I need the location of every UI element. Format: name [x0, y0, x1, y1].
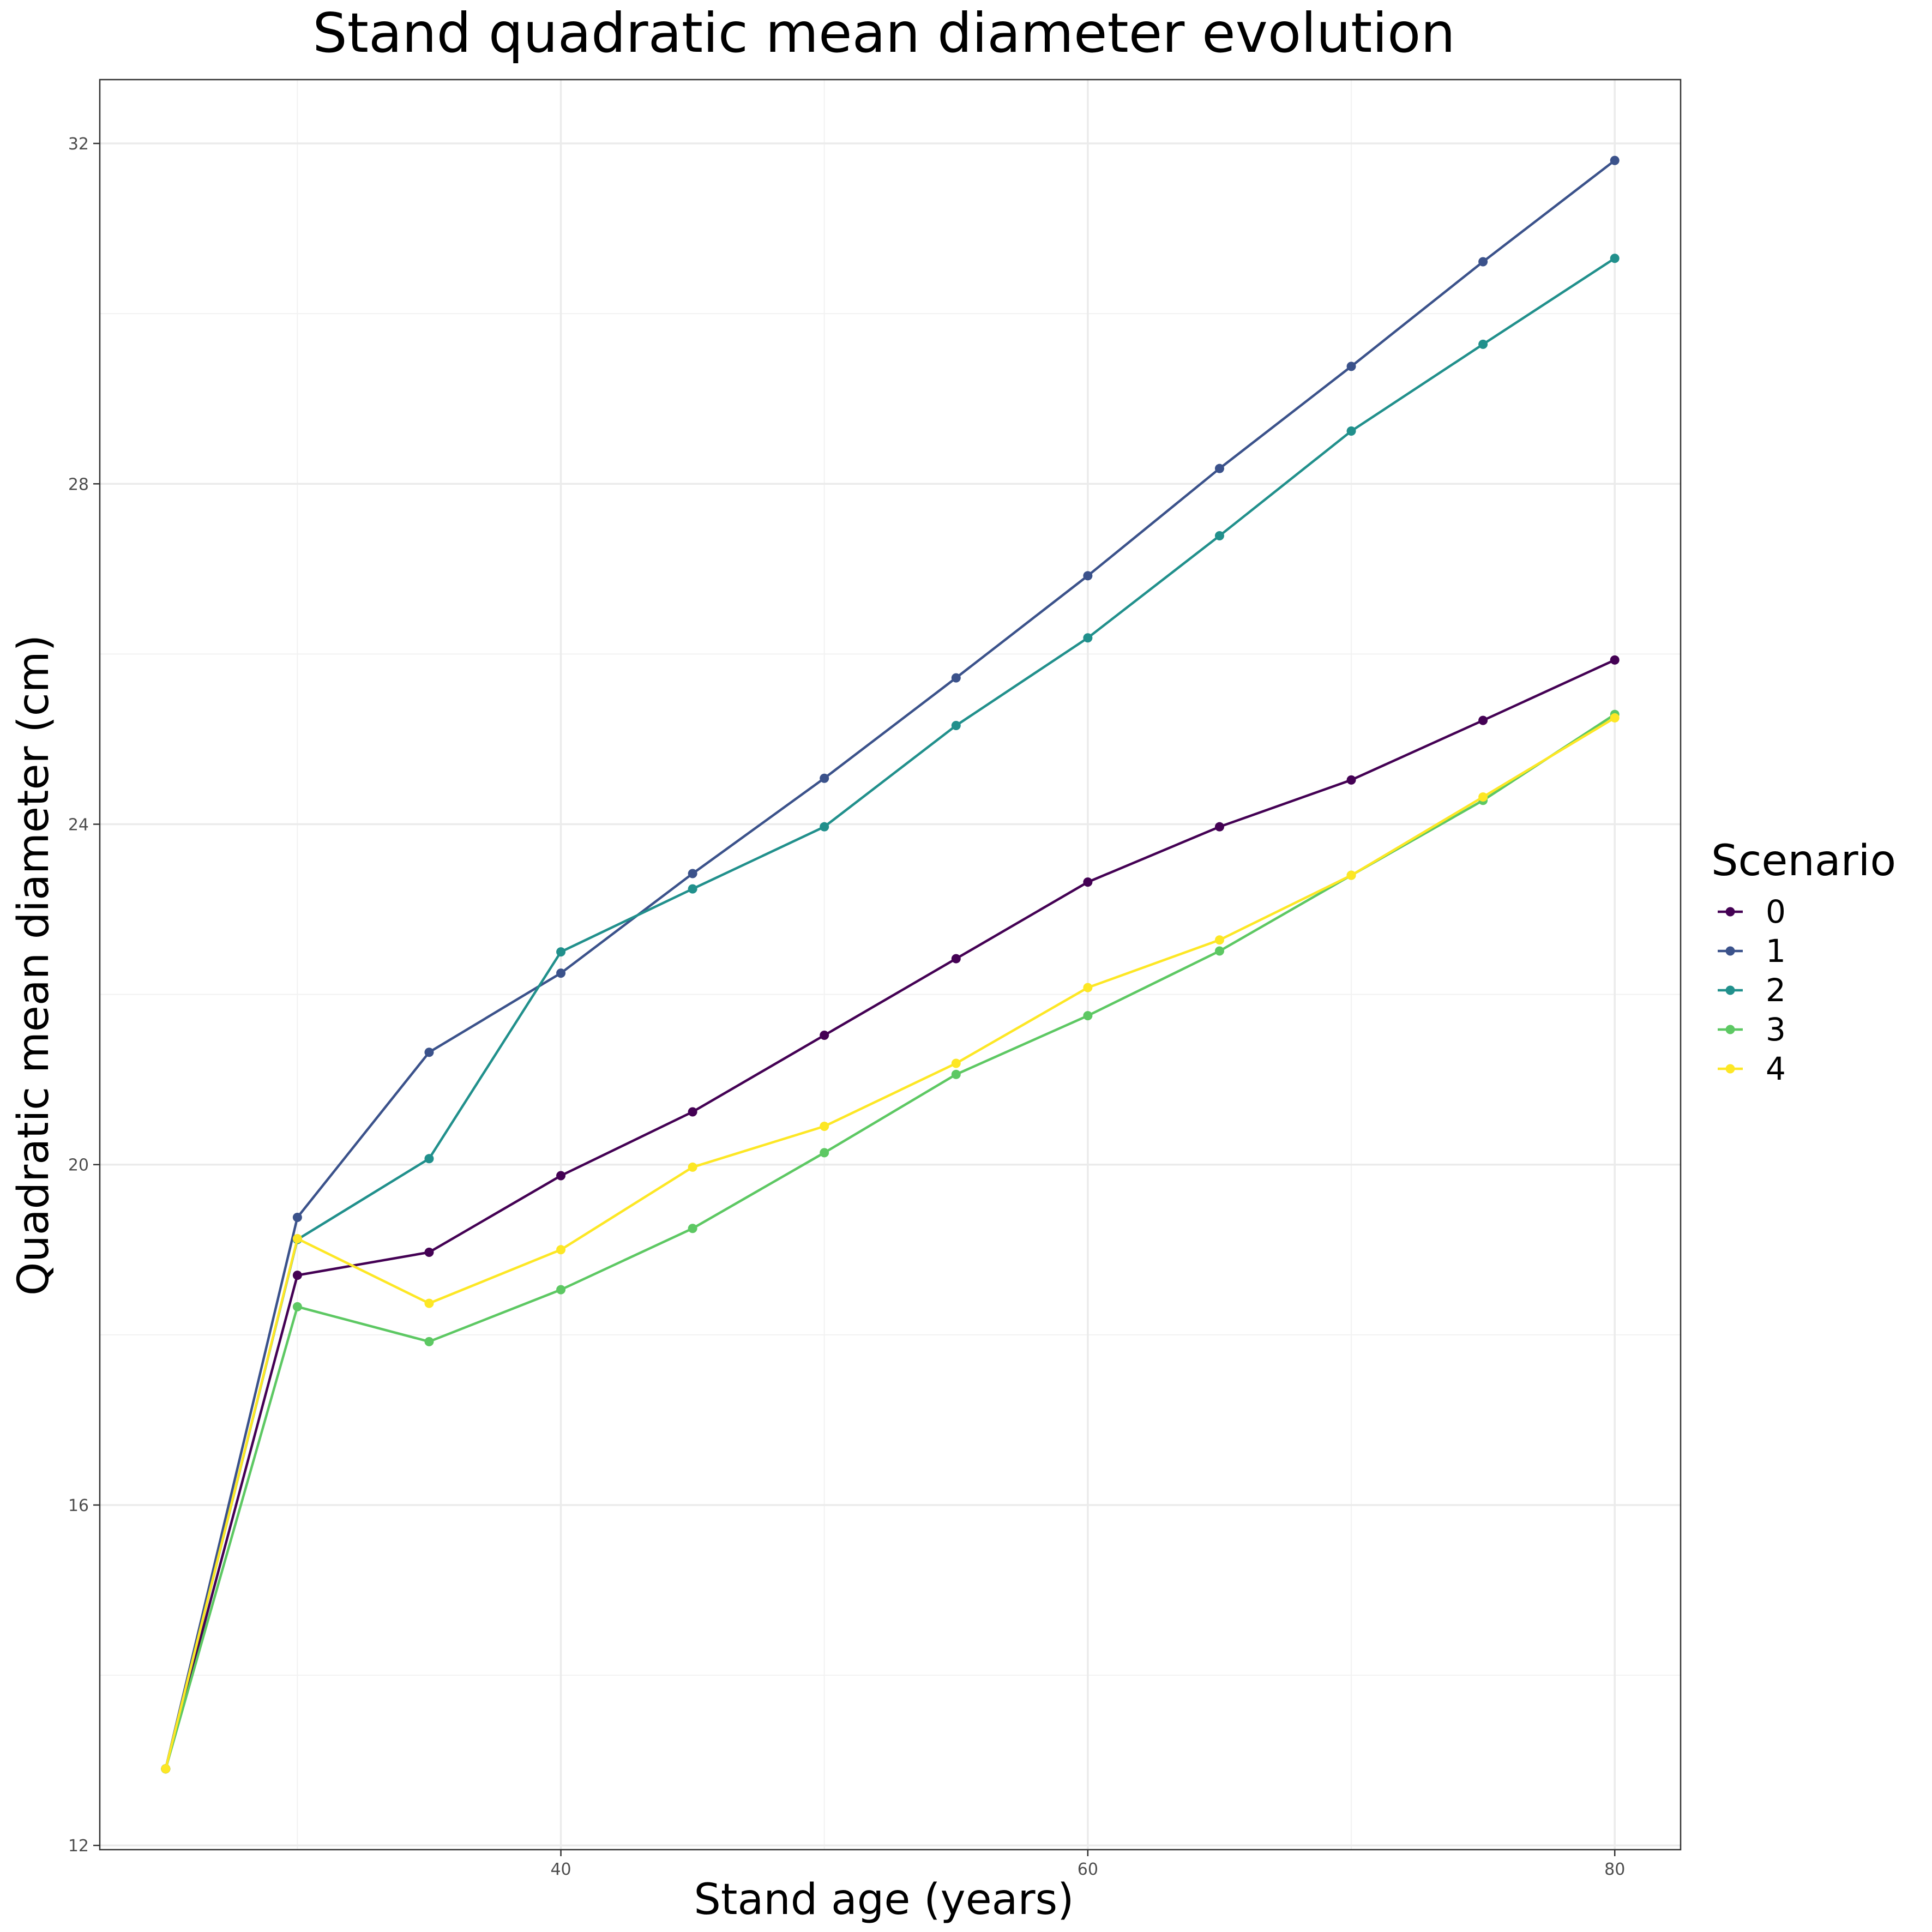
series-0-point: [1610, 655, 1620, 665]
series-4-point: [1214, 935, 1224, 945]
y-tick-label: 16: [68, 1496, 89, 1515]
series-2-line: [164, 257, 1616, 1770]
series-2-point: [556, 947, 566, 957]
series-4-point: [820, 1122, 829, 1131]
series-3-point: [820, 1148, 829, 1158]
legend-label: 2: [1766, 972, 1786, 1009]
series-0-point: [292, 1271, 302, 1280]
series-0-point: [688, 1107, 697, 1117]
y-axis-title: Quadratic mean diameter (cm): [9, 635, 58, 1296]
legend-label: 0: [1766, 893, 1786, 930]
series-4-point: [424, 1298, 434, 1308]
series-4-point: [1346, 870, 1356, 880]
series-1-point: [1346, 362, 1356, 371]
series-2-point: [1610, 254, 1620, 263]
legend-label: 3: [1766, 1011, 1786, 1048]
series-1-point: [1214, 464, 1224, 473]
plot-panel-border: [99, 79, 1682, 1851]
series-2-point: [1478, 339, 1488, 349]
series-0-point: [1346, 775, 1356, 785]
y-tick-label: 28: [68, 475, 89, 494]
x-tick-label: 40: [550, 1860, 571, 1879]
series-3-point: [1083, 1011, 1093, 1021]
minor-gridlines: [100, 80, 1681, 1850]
y-tick-label: 20: [68, 1156, 89, 1175]
legend-label: 1: [1766, 932, 1786, 970]
series-3-point: [424, 1337, 434, 1346]
legend-key-point: [1725, 1025, 1735, 1034]
series-4-point: [1610, 713, 1620, 723]
series-0-point: [951, 954, 961, 964]
series-0-point: [1478, 715, 1488, 725]
legend-key-point: [1725, 985, 1735, 995]
series-0-point: [1083, 877, 1093, 887]
x-axis-title: Stand age (years): [694, 1875, 1074, 1924]
legend-key-point: [1725, 907, 1735, 917]
series-0-point: [424, 1247, 434, 1257]
series-3-line: [164, 713, 1616, 1770]
series-4-point: [1083, 983, 1093, 992]
series-3-point: [556, 1285, 566, 1295]
series-1-point: [1083, 571, 1093, 581]
chart-title: Stand quadratic mean diameter evolution: [312, 1, 1455, 65]
series-4-point: [161, 1764, 171, 1774]
series-1-line: [164, 159, 1616, 1770]
series-3-point: [292, 1302, 302, 1311]
legend-title: Scenario: [1711, 836, 1896, 886]
series-2-point: [424, 1154, 434, 1164]
x-tick-label: 60: [1078, 1860, 1098, 1879]
series-0-point: [820, 1031, 829, 1040]
legend-key-point: [1725, 1064, 1735, 1074]
series-2-point: [820, 822, 829, 832]
series-2-point: [1214, 531, 1224, 540]
series-4-point: [292, 1234, 302, 1244]
series-1-point: [1610, 155, 1620, 165]
legend-label: 4: [1766, 1050, 1786, 1087]
x-tick-label: 80: [1604, 1860, 1625, 1879]
series-4-line: [164, 717, 1616, 1770]
series-1-point: [556, 968, 566, 978]
series-1-point: [951, 673, 961, 683]
series-1-point: [424, 1048, 434, 1057]
y-tick-label: 12: [68, 1837, 89, 1856]
axes: 40 60 80 12 16 20 24 28 32: [68, 135, 1625, 1879]
y-tick-label: 24: [68, 816, 89, 835]
series-3-point: [951, 1069, 961, 1079]
series-layer: [161, 155, 1620, 1774]
series-2-point: [1346, 426, 1356, 436]
legend-key-point: [1725, 946, 1735, 956]
series-4-point: [688, 1162, 697, 1172]
series-3-point: [688, 1224, 697, 1233]
series-2-point: [951, 720, 961, 730]
major-gridlines: [100, 80, 1681, 1850]
series-2-point: [1083, 633, 1093, 643]
series-0-point: [1214, 822, 1224, 832]
series-4-point: [1478, 792, 1488, 802]
series-0-point: [556, 1171, 566, 1181]
series-1-point: [1478, 257, 1488, 267]
series-0-line: [164, 659, 1616, 1770]
series-1-point: [688, 869, 697, 878]
y-tick-label: 32: [68, 135, 89, 154]
series-2-point: [688, 884, 697, 894]
series-4-point: [951, 1058, 961, 1068]
series-1-point: [820, 773, 829, 783]
series-1-point: [292, 1212, 302, 1222]
series-3-point: [1214, 946, 1224, 956]
series-4-point: [556, 1245, 566, 1255]
